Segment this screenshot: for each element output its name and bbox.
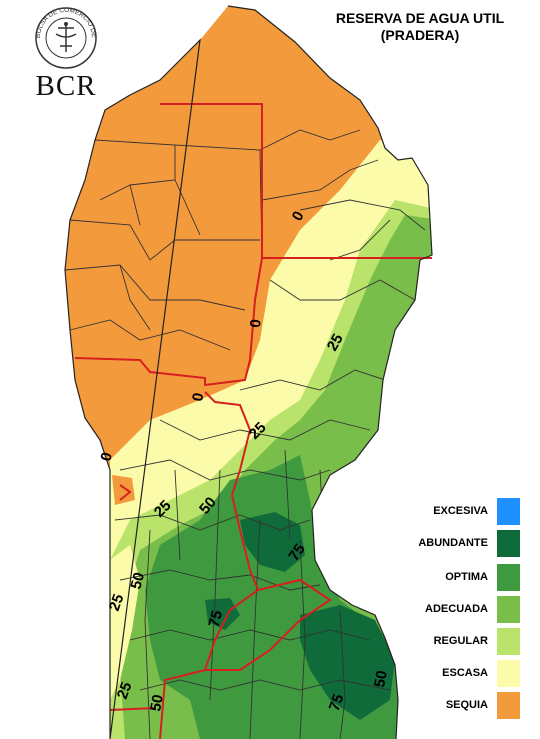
isoline-label: 25 [106,592,128,613]
legend-item-adecuada: ADECUADA [400,596,520,623]
legend-label: OPTIMA [445,571,488,583]
legend-item-escasa: ESCASA [400,660,520,687]
legend-swatch [497,692,520,719]
logo-text: BCR [35,70,97,102]
isoline-label: 75 [326,692,348,713]
legend-label: ADECUADA [425,603,488,615]
bcr-seal-icon: BOLSA DE COMERCIO DE ROSARIO [27,1,97,69]
zone-sequia [112,475,135,505]
isoline-label: 50 [371,669,391,688]
legend-item-sequia: SEQUIA [400,692,520,719]
legend-item-excesiva: EXCESIVA [400,498,520,525]
legend-label: ABUNDANTE [418,537,488,549]
isoline-label: 75 [285,541,308,564]
department-borders [65,129,426,739]
isoline-labels: 0 0 0 0 25 25 25 25 25 50 50 50 75 75 75… [97,208,390,713]
map-title: RESERVA DE AGUA UTIL (PRADERA) [300,10,540,44]
legend-swatch [497,564,520,591]
legend-swatch [497,660,520,687]
zone-abundante [300,605,395,720]
isoline-label: 25 [324,331,347,354]
bcr-logo: BOLSA DE COMERCIO DE ROSARIO BCR [27,1,102,102]
legend-swatch [497,498,520,525]
title-line-2: (PRADERA) [380,27,460,43]
legend-swatch [497,628,520,655]
legend-label: REGULAR [433,635,488,647]
legend-item-optima: OPTIMA [400,564,520,591]
isoline-label: 0 [247,319,265,329]
legend-label: EXCESIVA [433,505,488,517]
isoline-label: 50 [127,571,148,592]
legend-label: SEQUIA [445,699,488,711]
isoline-label: 25 [114,680,136,701]
legend-swatch [497,596,520,623]
isoline-label: 75 [205,609,226,630]
legend-label: ESCASA [442,667,488,679]
isoline-label: 0 [189,392,207,403]
legend-item-regular: REGULAR [400,628,520,655]
legend-item-abundante: ABUNDANTE [400,530,520,557]
province-outline [64,5,433,739]
title-line-1: RESERVA DE AGUA UTIL [335,10,505,26]
legend-swatch [497,530,520,557]
isoline-label: 50 [147,693,167,712]
provincial-borders [74,103,432,739]
